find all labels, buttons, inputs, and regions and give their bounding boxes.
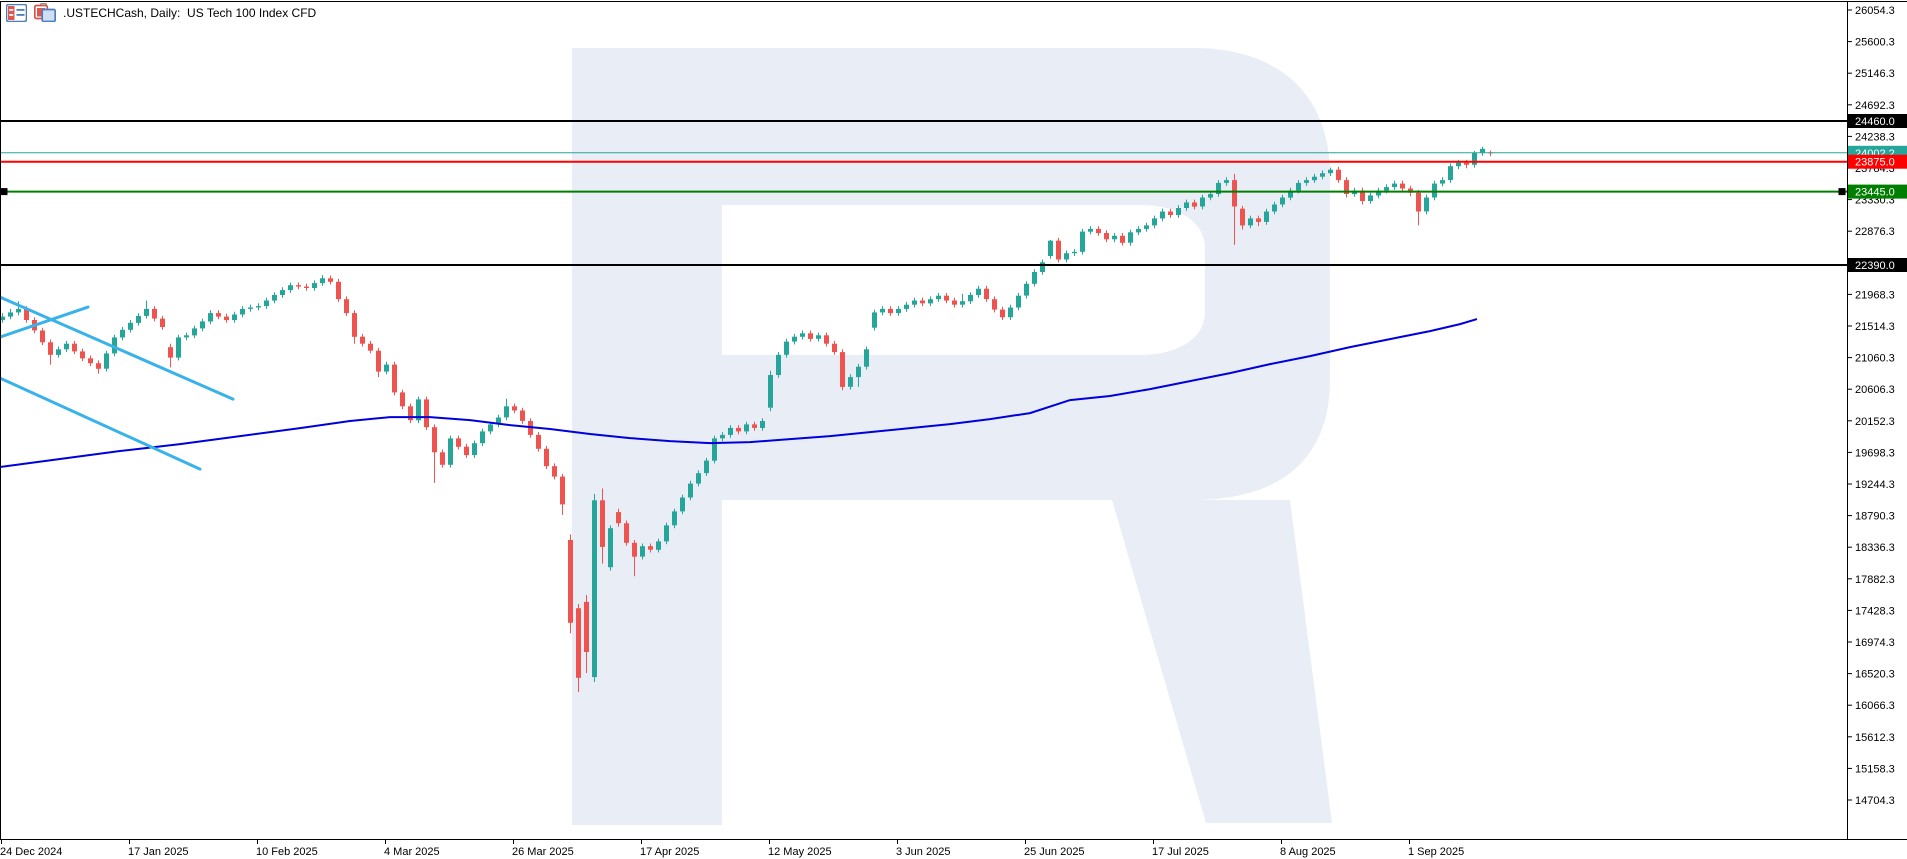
price-tick-label: 25146.3: [1855, 68, 1895, 80]
hline-handle-left[interactable]: [0, 188, 8, 196]
date-tick-label: 17 Apr 2025: [640, 846, 699, 858]
date-tick-label: 1 Sep 2025: [1408, 846, 1464, 858]
price-tick-label: 24692.3: [1855, 100, 1895, 112]
price-tick-label: 21968.3: [1855, 289, 1895, 301]
price-tick-label: 25600.3: [1855, 37, 1895, 49]
price-tick-label: 20152.3: [1855, 416, 1895, 428]
date-tick-label: 10 Feb 2025: [256, 846, 318, 858]
svg-text:23445.0: 23445.0: [1855, 187, 1895, 199]
price-tick-label: 22876.3: [1855, 226, 1895, 238]
date-tick-label: 8 Aug 2025: [1280, 846, 1336, 858]
price-tick-label: 16974.3: [1855, 637, 1895, 649]
chart-title: .USTECHCash, Daily: US Tech 100 Index CF…: [63, 6, 316, 20]
price-tick-label: 16066.3: [1855, 700, 1895, 712]
date-tick-label: 12 May 2025: [768, 846, 832, 858]
price-tick-label: 15158.3: [1855, 763, 1895, 775]
quotes-list-icon[interactable]: [6, 3, 27, 22]
instrument-name-label: US Tech 100 Index CFD: [187, 5, 317, 20]
date-tick-label: 3 Jun 2025: [896, 846, 950, 858]
trendline-descending-upper[interactable]: [0, 295, 235, 401]
chart-windows-icon[interactable]: [34, 3, 56, 22]
price-tick-label: 19698.3: [1855, 447, 1895, 459]
price-badge-23875.0: 23875.0: [1848, 154, 1907, 169]
date-tick-label: 17 Jul 2025: [1152, 846, 1209, 858]
svg-text:23875.0: 23875.0: [1855, 157, 1895, 169]
price-tick-label: 17428.3: [1855, 605, 1895, 617]
price-tick-label: 26054.3: [1855, 5, 1895, 17]
price-badge-24460.0: 24460.0: [1848, 114, 1907, 128]
date-tick-label: 26 Mar 2025: [512, 846, 574, 858]
price-tick-label: 16520.3: [1855, 669, 1895, 681]
watermark-letter: [572, 48, 1332, 825]
price-tick-label: 18336.3: [1855, 542, 1895, 554]
price-tick-label: 19244.3: [1855, 479, 1895, 491]
svg-text:22390.0: 22390.0: [1855, 260, 1895, 272]
price-tick-label: 17882.3: [1855, 574, 1895, 586]
moving-average[interactable]: [0, 318, 1478, 468]
price-tick-label: 24238.3: [1855, 131, 1895, 143]
date-tick-label: 4 Mar 2025: [384, 846, 440, 858]
date-tick-label: 24 Dec 2024: [0, 846, 62, 858]
price-tick-label: 20606.3: [1855, 384, 1895, 396]
symbol-period-label: .USTECHCash, Daily:: [63, 5, 181, 20]
candles-series[interactable]: [0, 146, 1493, 693]
price-badge-22390.0: 22390.0: [1848, 258, 1907, 272]
price-tick-label: 21060.3: [1855, 353, 1895, 365]
svg-text:24460.0: 24460.0: [1855, 116, 1895, 128]
hline-handle-right[interactable]: [1838, 188, 1846, 196]
date-tick-label: 25 Jun 2025: [1024, 846, 1085, 858]
date-tick-label: 17 Jan 2025: [128, 846, 189, 858]
price-tick-label: 21514.3: [1855, 321, 1895, 333]
price-tick-label: 18790.3: [1855, 511, 1895, 523]
time-axis[interactable]: 24 Dec 2024 17 Jan 2025 10 Feb 2025 4 Mar 2…: [0, 839, 1464, 858]
chart-borders: [0, 1, 1907, 840]
price-tick-label: 14704.3: [1855, 795, 1895, 807]
price-tick-label: 15612.3: [1855, 732, 1895, 744]
trendline-descending-lower[interactable]: [0, 376, 202, 471]
chart-header: .USTECHCash, Daily: US Tech 100 Index CF…: [6, 3, 316, 22]
trendline-ascending-short[interactable]: [0, 305, 90, 339]
price-badge-23445.0: 23445.0: [1848, 184, 1907, 199]
